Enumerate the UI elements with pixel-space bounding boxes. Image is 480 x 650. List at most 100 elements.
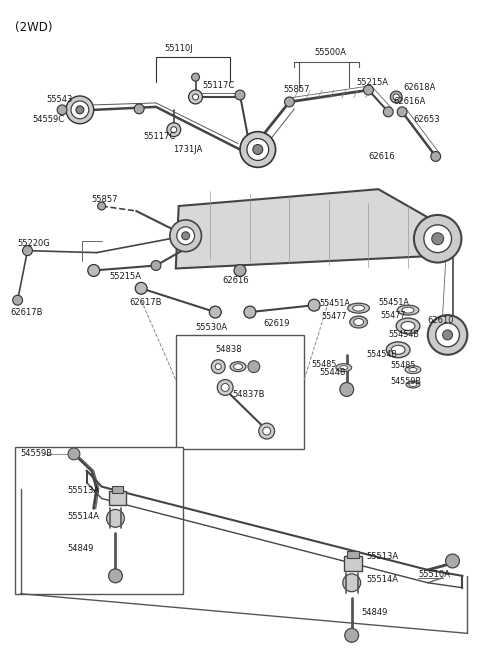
Ellipse shape <box>354 318 363 326</box>
Text: 62616: 62616 <box>222 276 249 285</box>
Bar <box>347 551 359 558</box>
Circle shape <box>263 427 271 435</box>
Circle shape <box>345 629 359 642</box>
Text: 54837B: 54837B <box>232 390 264 399</box>
Ellipse shape <box>336 363 352 372</box>
Circle shape <box>431 151 441 161</box>
Circle shape <box>189 90 203 104</box>
Text: 62617B: 62617B <box>11 307 43 317</box>
Circle shape <box>443 330 453 340</box>
Text: 55485: 55485 <box>311 360 336 369</box>
Circle shape <box>211 359 225 374</box>
Circle shape <box>216 363 221 370</box>
Text: 62618A: 62618A <box>403 83 435 92</box>
Text: 55514A: 55514A <box>67 512 99 521</box>
Circle shape <box>88 265 100 276</box>
Text: (2WD): (2WD) <box>14 21 52 34</box>
Circle shape <box>192 73 200 81</box>
Circle shape <box>235 90 245 100</box>
Text: 55857: 55857 <box>284 84 310 94</box>
Circle shape <box>135 282 147 294</box>
Text: 55117C: 55117C <box>203 81 235 90</box>
Text: 55451A: 55451A <box>319 299 350 307</box>
Ellipse shape <box>396 318 420 334</box>
Polygon shape <box>176 189 443 268</box>
Text: 54559B: 54559B <box>21 449 53 458</box>
Circle shape <box>414 215 461 263</box>
Circle shape <box>57 105 67 115</box>
Ellipse shape <box>405 366 421 374</box>
Circle shape <box>259 423 275 439</box>
Circle shape <box>240 132 276 167</box>
Circle shape <box>23 246 33 255</box>
Circle shape <box>192 94 199 100</box>
Circle shape <box>170 220 202 252</box>
Text: 55110J: 55110J <box>164 44 192 53</box>
Circle shape <box>340 382 354 396</box>
Circle shape <box>71 101 89 119</box>
Bar <box>344 556 361 571</box>
Circle shape <box>428 315 468 355</box>
Circle shape <box>76 106 84 114</box>
Circle shape <box>248 361 260 372</box>
Ellipse shape <box>234 363 242 370</box>
Text: 55448: 55448 <box>319 368 346 377</box>
Circle shape <box>107 510 124 527</box>
Text: 62653: 62653 <box>413 115 440 124</box>
Text: 54838: 54838 <box>216 345 242 354</box>
Text: 55510A: 55510A <box>418 570 450 579</box>
Text: 55513A: 55513A <box>367 551 399 560</box>
Circle shape <box>66 96 94 124</box>
Ellipse shape <box>386 342 410 358</box>
Text: 55477: 55477 <box>321 311 347 320</box>
Ellipse shape <box>353 305 364 311</box>
Circle shape <box>247 138 269 161</box>
Circle shape <box>390 91 402 103</box>
Text: 55513A: 55513A <box>67 486 99 495</box>
Ellipse shape <box>230 361 246 372</box>
Ellipse shape <box>391 345 405 354</box>
Text: 54559B: 54559B <box>390 377 421 386</box>
Text: 55485: 55485 <box>390 361 416 370</box>
Ellipse shape <box>397 305 419 315</box>
Text: 55215A: 55215A <box>109 272 142 281</box>
Ellipse shape <box>402 307 414 313</box>
Circle shape <box>221 384 229 391</box>
Circle shape <box>436 323 459 347</box>
Bar <box>176 335 304 449</box>
Circle shape <box>393 94 399 100</box>
Text: 55530A: 55530A <box>195 324 228 332</box>
Circle shape <box>424 225 452 253</box>
Circle shape <box>108 569 122 583</box>
Ellipse shape <box>406 381 420 388</box>
Circle shape <box>363 85 373 95</box>
Circle shape <box>12 295 23 305</box>
Circle shape <box>308 299 320 311</box>
Ellipse shape <box>350 316 368 328</box>
Circle shape <box>68 448 80 460</box>
Circle shape <box>167 123 180 136</box>
Bar <box>108 491 126 506</box>
Text: 55454B: 55454B <box>367 350 397 359</box>
Ellipse shape <box>401 322 415 330</box>
Circle shape <box>397 107 407 117</box>
Text: 62616A: 62616A <box>393 98 426 107</box>
Ellipse shape <box>340 366 348 370</box>
Text: 54559C: 54559C <box>33 115 64 124</box>
Circle shape <box>134 104 144 114</box>
Circle shape <box>171 127 177 133</box>
Circle shape <box>432 233 444 244</box>
Text: 55117C: 55117C <box>143 132 175 141</box>
Text: 55543: 55543 <box>46 96 72 105</box>
Circle shape <box>97 202 106 210</box>
Circle shape <box>285 97 294 107</box>
Text: 62617B: 62617B <box>129 298 162 307</box>
Text: 1731JA: 1731JA <box>173 145 202 154</box>
Text: 55451A: 55451A <box>378 298 409 307</box>
Circle shape <box>234 265 246 276</box>
Circle shape <box>177 227 194 244</box>
Circle shape <box>384 107 393 117</box>
Text: 62616: 62616 <box>369 152 395 161</box>
Bar <box>111 486 123 493</box>
Ellipse shape <box>348 303 370 313</box>
